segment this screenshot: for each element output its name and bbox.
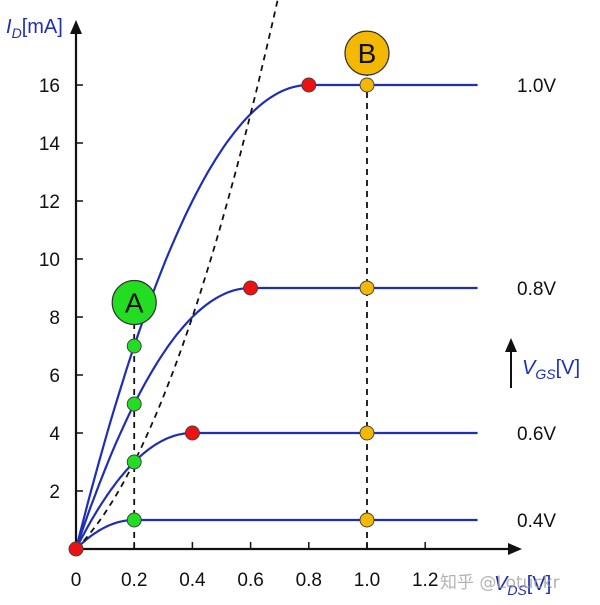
y-tick-label: 16 [39,76,60,97]
x-axis-arrowhead [508,543,522,555]
point-boundary [68,541,84,557]
vgs-label-symbol: V [522,357,537,379]
y-axis-title-symbol: I [6,16,12,38]
x-tick-label: 0 [71,570,82,591]
x-tick-label: 1.0 [354,570,380,591]
series-curve-0-4V [75,518,478,550]
y-tick-label: 14 [39,134,61,155]
point-B [359,77,375,93]
data-points [68,77,375,557]
x-tick-label: 0.8 [296,570,322,591]
x-tick-label: 0.4 [179,570,206,591]
y-axis-arrowhead [70,20,82,34]
x-axis-title-symbol: V [494,573,509,595]
y-tick-label: 6 [49,366,60,387]
region-markers: AB [111,30,390,326]
vgs-direction-indicator: VGS[V] [505,338,580,388]
series-curve-0-6V [75,431,478,550]
point-A [126,338,142,354]
marker-circle [111,279,157,326]
y-tick-label: 4 [49,424,60,445]
series-label: 0.8V [517,279,556,300]
y-tick-label: 12 [39,192,60,213]
marker-circle [344,30,390,76]
series-label: 0.4V [517,511,556,532]
y-tick-label: 10 [39,250,60,271]
x-axis-title: VDS[V] [494,573,551,598]
point-A [126,454,142,470]
vgs-label-subscript: GS [535,366,556,382]
vgs-arrow-label: VGS[V] [522,357,580,382]
series-curve-1-0V [74,83,478,550]
y-tick-label: 2 [49,482,60,503]
id-vds-curves [74,83,478,550]
y-axis-title: ID[mA] [6,16,63,41]
x-tick-label: 1.2 [412,570,438,591]
point-A [126,512,142,528]
axis-ticks: 0 0.2 0.4 0.6 0.8 1.0 1.2 2 4 6 8 10 12 14 16 [39,76,439,591]
y-tick-label: 8 [49,308,60,329]
y-axis-title-unit: [mA] [22,16,63,38]
marker-label: B [358,38,377,69]
marker-label: A [125,288,144,319]
point-B [359,280,375,296]
saturation-boundary-dashed [75,0,279,550]
x-axis-title-subscript: DS [507,582,527,598]
point-A [126,396,142,412]
dashed-guides [75,0,368,550]
point-boundary [184,425,200,441]
point-B [359,512,375,528]
point-boundary [301,77,317,93]
x-tick-label: 0.2 [121,570,147,591]
x-axis-title-unit: [V] [527,573,551,595]
point-B [359,425,375,441]
series-label: 0.6V [517,424,556,445]
x-tick-label: 0.6 [237,570,263,591]
vgs-arrow-head [505,338,517,352]
watermark: 知乎 @Lotuckr [440,573,560,593]
series-label: 1.0V [517,76,556,97]
series-labels: 0.4V 0.6V 0.8V 1.0V [517,76,556,532]
axes [70,20,522,555]
marker-B: B [344,30,390,76]
marker-A: A [111,279,157,326]
point-boundary [243,280,259,296]
y-axis-title-subscript: D [12,25,22,41]
series-curve-0-8V [74,286,478,550]
vgs-label-unit: [V] [556,357,580,379]
